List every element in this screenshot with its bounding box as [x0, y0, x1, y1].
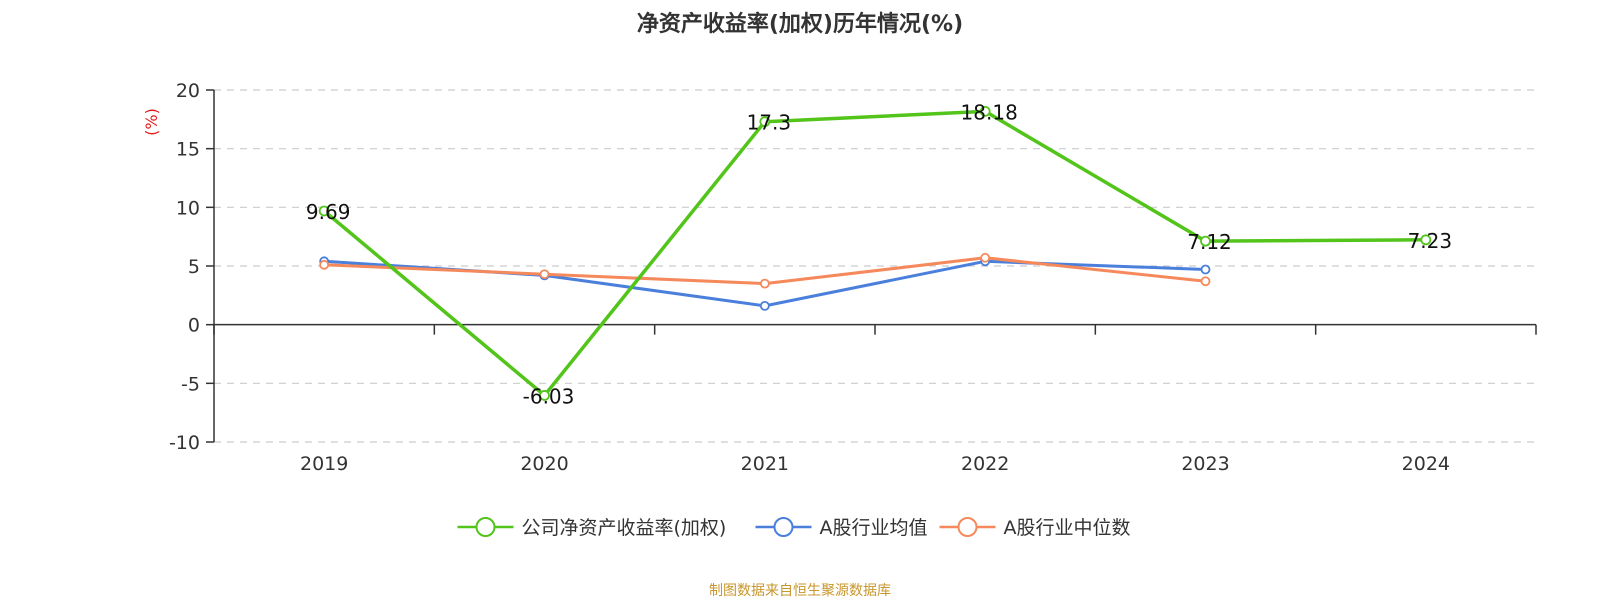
y-tick-label: 5 [188, 256, 200, 278]
chart-title: 净资产收益率(加权)历年情况(%) [636, 12, 964, 37]
y-tick-label: -10 [169, 432, 200, 454]
data-point [319, 259, 330, 270]
x-tick-label: 2019 [300, 453, 348, 475]
data-point [1200, 235, 1211, 247]
data-label: -6.03 [523, 384, 575, 408]
axes: 20 15 10 5 0 -5 -10 2019 2020 2021 2022 2023 2024 (%) [142, 80, 1537, 475]
y-tick-label: -5 [181, 373, 200, 395]
legend-marker [773, 517, 794, 537]
y-tick-label: 15 [176, 139, 200, 161]
data-point [1200, 276, 1211, 287]
data-point [979, 105, 991, 117]
y-tick-label: 20 [176, 80, 200, 102]
x-tick-label: 2020 [520, 453, 568, 475]
data-point [759, 116, 771, 128]
data-point [1200, 264, 1211, 275]
data-label: 7.12 [1187, 230, 1232, 254]
data-label: 18.18 [961, 100, 1018, 124]
legend-label: A股行业均值 [820, 517, 928, 539]
series-layer [318, 105, 1432, 401]
data-point [318, 205, 330, 217]
legend-marker [957, 517, 978, 537]
data-labels: 9.69 -6.03 17.3 18.18 7.12 7.23 [306, 100, 1452, 408]
data-point [539, 269, 550, 280]
data-label: 7.23 [1408, 229, 1453, 253]
data-source-note: 制图数据来自恒生聚源数据库 [709, 583, 891, 599]
y-tick-label: 10 [176, 197, 200, 219]
data-label: 17.3 [747, 111, 792, 135]
legend-label: A股行业中位数 [1004, 517, 1131, 539]
legend-label: 公司净资产收益率(加权) [522, 517, 727, 539]
legend: 公司净资产收益率(加权) A股行业均值 A股行业中位数 [457, 517, 1131, 539]
data-point [539, 390, 550, 401]
y-tick-label: 0 [188, 315, 200, 337]
y-axis-label: (%) [142, 108, 161, 136]
data-point [1420, 234, 1432, 246]
data-point [980, 252, 991, 263]
x-tick-label: 2023 [1181, 453, 1229, 475]
data-point [759, 278, 770, 289]
x-tick-label: 2024 [1402, 453, 1450, 475]
legend-marker [475, 517, 496, 537]
data-label: 9.69 [306, 200, 351, 224]
series-line-company-roe [323, 109, 1426, 398]
x-tick-label: 2022 [961, 453, 1009, 475]
x-tick-label: 2021 [741, 453, 789, 475]
data-point [759, 300, 770, 311]
